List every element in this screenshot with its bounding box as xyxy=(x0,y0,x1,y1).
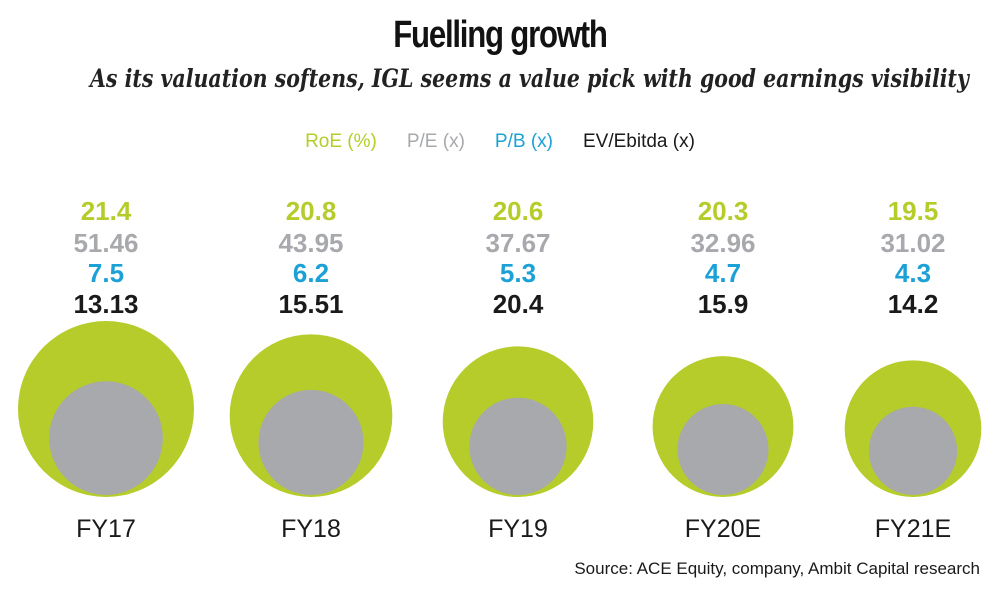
data-label-pb-fy18: 6.2 xyxy=(293,258,329,288)
bubble-inner-fy17 xyxy=(49,381,163,495)
legend-item-ev-ebitda: EV/Ebitda (x) xyxy=(582,131,695,152)
data-label-pe-fy21e: 31.02 xyxy=(880,228,945,258)
data-label-pb-fy20e: 4.7 xyxy=(705,258,741,288)
bubble-inner-fy19 xyxy=(469,397,567,495)
category-group-fy21e: 19.531.024.314.2 FY21E xyxy=(844,196,982,543)
data-label-roe-fy20e: 20.3 xyxy=(698,196,749,226)
data-label-roe-fy19: 20.6 xyxy=(493,196,544,226)
bubble-inner-fy18 xyxy=(258,389,364,496)
bubble-inner-fy20e xyxy=(677,404,769,495)
bubble-inner-fy21e xyxy=(868,406,958,495)
data-label-pe-fy19: 37.67 xyxy=(485,228,550,258)
data-label-ev-ebitda-fy17: 13.13 xyxy=(73,289,138,319)
legend-item-pb: P/B (x) xyxy=(494,131,553,152)
legend-item-pe: P/E (x) xyxy=(406,131,465,152)
data-label-roe-fy17: 21.4 xyxy=(81,196,132,226)
data-label-ev-ebitda-fy20e: 15.9 xyxy=(698,289,749,319)
data-label-roe-fy18: 20.8 xyxy=(286,196,337,226)
category-label-fy21e: FY21E xyxy=(875,515,951,543)
data-label-pb-fy17: 7.5 xyxy=(88,258,124,288)
category-label-fy20e: FY20E xyxy=(685,515,761,543)
source-note: Source: ACE Equity, company, Ambit Capit… xyxy=(574,559,980,578)
legend: RoE (%) P/E (x) P/B (x) EV/Ebitda (x) xyxy=(0,131,1000,153)
legend-item-roe: RoE (%) xyxy=(305,131,377,152)
category-label-fy17: FY17 xyxy=(76,515,136,543)
category-label-fy18: FY18 xyxy=(281,515,341,543)
chart-title: Fuelling growth xyxy=(393,14,608,56)
data-label-pb-fy21e: 4.3 xyxy=(895,258,931,288)
chart-subtitle: As its valuation softens, IGL seems a va… xyxy=(90,64,969,93)
data-label-pe-fy18: 43.95 xyxy=(278,228,343,258)
data-label-pe-fy20e: 32.96 xyxy=(690,228,755,258)
data-label-ev-ebitda-fy21e: 14.2 xyxy=(888,289,939,319)
data-label-pe-fy17: 51.46 xyxy=(73,228,138,258)
category-group-fy20e: 20.332.964.715.9 FY20E xyxy=(652,196,794,543)
category-group-fy18: 20.843.956.215.51 FY18 xyxy=(229,196,393,543)
data-label-ev-ebitda-fy18: 15.51 xyxy=(278,289,343,319)
data-label-roe-fy21e: 19.5 xyxy=(888,196,939,226)
category-group-fy17: 21.451.467.513.13 FY17 xyxy=(18,196,194,543)
category-group-fy19: 20.637.675.320.4 FY19 xyxy=(442,196,594,543)
data-label-ev-ebitda-fy19: 20.4 xyxy=(493,289,544,319)
data-label-pb-fy19: 5.3 xyxy=(500,258,536,288)
category-label-fy19: FY19 xyxy=(488,515,548,543)
